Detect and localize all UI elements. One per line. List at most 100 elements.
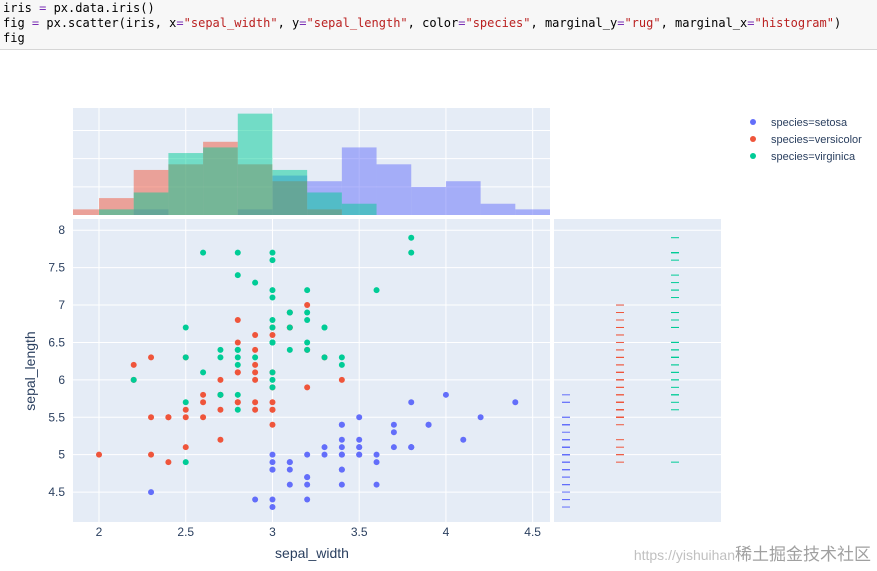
scatter-point: [286, 309, 293, 316]
scatter-point: [321, 444, 328, 451]
scatter-point: [200, 369, 207, 376]
scatter-point: [338, 444, 345, 451]
legend-item[interactable]: species=virginica: [750, 151, 856, 163]
scatter-point: [182, 459, 189, 466]
legend-marker: [750, 153, 756, 159]
x-tick-label: 3.5: [351, 525, 368, 539]
scatter-point: [512, 399, 519, 406]
x-axis-title: sepal_width: [275, 545, 349, 561]
code-token: px.scatter(iris, x: [39, 16, 177, 30]
scatter-point: [217, 376, 224, 383]
y-tick-labels: 4.5 5 5.5 6 6.5 7 7.5 8: [48, 223, 65, 499]
scatter-point: [96, 451, 103, 458]
scatter-point: [286, 481, 293, 488]
scatter-point: [269, 339, 276, 346]
scatter-point: [252, 279, 259, 286]
rug-plot-area: [554, 219, 721, 522]
x-tick-label: 2: [96, 525, 103, 539]
code-token: , marginal_y: [530, 16, 618, 30]
legend-label: species=versicolor: [771, 134, 862, 146]
code-token: "rug": [624, 16, 661, 30]
code-token: =: [617, 16, 625, 30]
scatter-point: [234, 249, 241, 256]
scatter-point: [304, 317, 311, 323]
watermark-url: https://yishuihan: [633, 547, 735, 563]
histogram-bar: [307, 192, 342, 215]
code-token: =: [299, 16, 307, 30]
code-token: iris: [3, 1, 40, 15]
scatter-point: [269, 376, 276, 383]
scatter-point: [390, 429, 397, 436]
code-line-2: fig = px.scatter(iris, x="sepal_width", …: [3, 16, 841, 31]
scatter-point: [269, 459, 276, 466]
histogram-bar: [168, 153, 204, 215]
legend-item[interactable]: species=versicolor: [750, 134, 862, 146]
scatter-point: [252, 406, 259, 413]
code-token: "histogram": [754, 16, 834, 30]
scatter-point: [304, 339, 311, 346]
legend-label: species=setosa: [771, 117, 848, 129]
legend-item[interactable]: species=setosa: [750, 117, 848, 129]
scatter-point: [165, 459, 172, 466]
scatter-point: [217, 391, 224, 398]
scatter-point: [182, 399, 189, 406]
code-token: =: [458, 16, 466, 30]
scatter-point: [373, 287, 380, 294]
scatter-point: [165, 414, 172, 421]
scatter-point: [408, 399, 415, 406]
scatter-point: [477, 414, 484, 421]
scatter-point: [373, 481, 380, 488]
scatter-point: [390, 444, 397, 451]
code-cell[interactable]: iris = px.data.iris() fig = px.scatter(i…: [0, 0, 877, 50]
scatter-point: [252, 399, 259, 406]
watermark-site: 稀土掘金技术社区: [735, 545, 871, 564]
scatter-point: [356, 444, 363, 451]
scatter-point: [269, 249, 276, 256]
watermark: https://yishuihan稀土掘金技术社区: [634, 540, 871, 565]
scatter-point: [269, 331, 276, 338]
scatter-point: [217, 436, 224, 443]
histogram-bar: [515, 209, 550, 215]
scatter-point: [304, 496, 311, 503]
code-token: =: [39, 1, 47, 15]
scatter-point: [460, 436, 467, 443]
scatter-point: [286, 466, 293, 473]
scatter-point: [217, 346, 224, 353]
scatter-point: [234, 339, 241, 346]
scatter-point: [200, 414, 207, 421]
scatter-point: [269, 451, 276, 458]
y-tick-label: 6.5: [48, 335, 65, 349]
scatter-points: [96, 234, 519, 511]
scatter-point: [356, 436, 363, 443]
scatter-point: [234, 354, 241, 361]
scatter-point: [338, 451, 345, 458]
histogram-bar: [237, 113, 273, 215]
y-tick-label: 5.5: [48, 410, 65, 424]
scatter-point: [321, 451, 328, 458]
scatter-point: [338, 354, 345, 361]
x-tick-label: 3: [269, 525, 276, 539]
scatter-point: [148, 354, 155, 361]
code-token: , color: [407, 16, 459, 30]
scatter-point: [269, 257, 276, 264]
scatter-point: [182, 414, 189, 421]
scatter-point: [304, 451, 311, 458]
scatter-point: [286, 459, 293, 466]
scatter-point: [269, 504, 276, 511]
scatter-point: [425, 421, 432, 428]
scatter-point: [234, 361, 241, 368]
code-token: "sepal_width": [183, 16, 278, 30]
scatter-point: [304, 309, 311, 316]
y-tick-label: 6: [58, 373, 65, 387]
scatter-point: [252, 331, 259, 338]
legend[interactable]: species=setosa species=versicolor species=…: [750, 117, 862, 163]
histogram-bar: [99, 209, 134, 215]
scatter-point: [269, 324, 276, 331]
scatter-point: [269, 399, 276, 406]
y-tick-label: 4.5: [48, 485, 65, 499]
scatter-point: [338, 361, 345, 368]
histogram-bar: [445, 181, 481, 215]
histogram-bar: [411, 186, 446, 215]
scatter-point: [182, 444, 189, 451]
